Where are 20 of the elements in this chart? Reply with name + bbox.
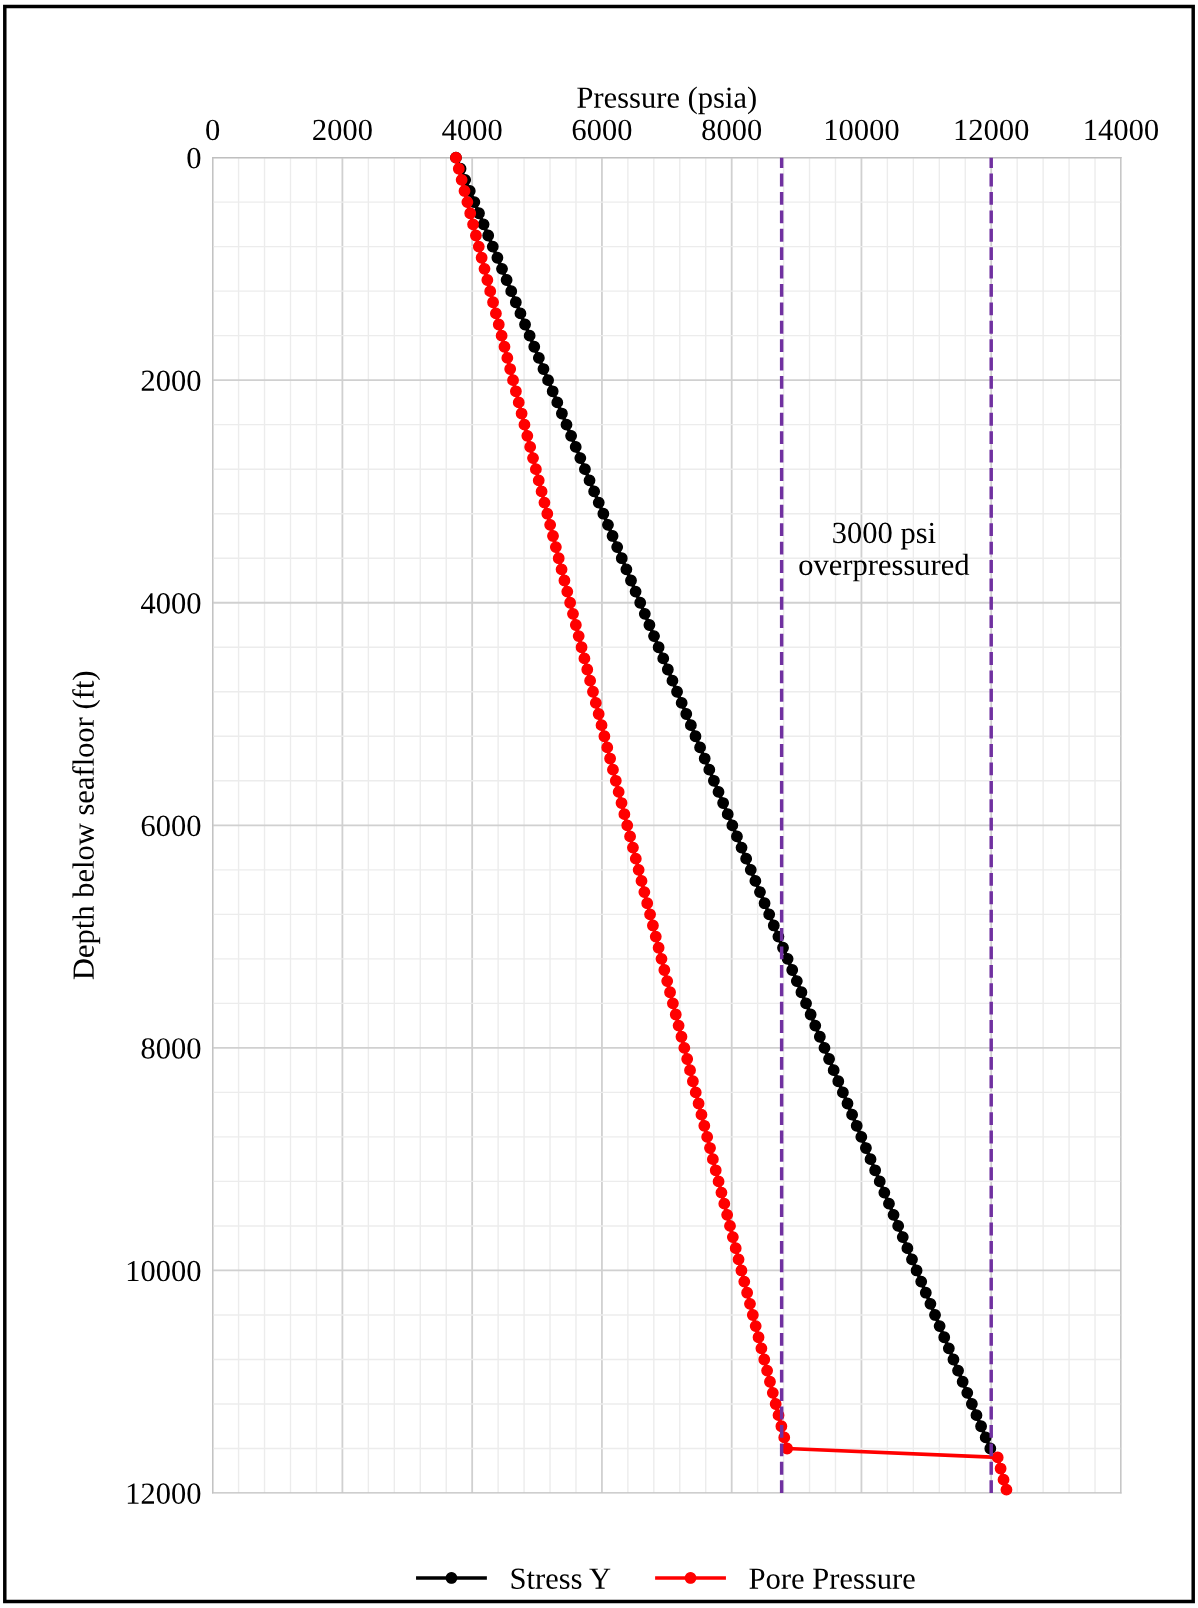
y-tick-label: 10000 (127, 1260, 201, 1282)
y-tick-label: 2000 (141, 370, 201, 392)
y-axis-title: Depth below seafloor (ft) (72, 671, 101, 980)
y-tick-label: 6000 (141, 815, 201, 837)
x-tick-label: 12000 (955, 119, 1029, 141)
y-tick-label: 8000 (141, 1038, 201, 1059)
annotation: 3000 psi overpressured (799, 522, 970, 582)
x-tick-label: 14000 (1085, 119, 1158, 141)
x-axis-title: Pressure (psia) (577, 86, 756, 115)
legend-label: Pore Pressure (749, 1568, 915, 1589)
x-tick-label: 10000 (825, 119, 899, 141)
x-tick-label: 2000 (313, 119, 372, 141)
x-tick-label: 6000 (572, 119, 632, 141)
x-tick-label: 4000 (442, 119, 502, 141)
x-tick-label: 8000 (702, 119, 762, 141)
y-tick-label: 4000 (141, 593, 201, 614)
legend-label: Stress Y (511, 1568, 611, 1589)
y-tick-label: 0 (187, 147, 201, 169)
x-tick-label: 0 (206, 119, 220, 141)
y-tick-label: 12000 (127, 1483, 201, 1504)
